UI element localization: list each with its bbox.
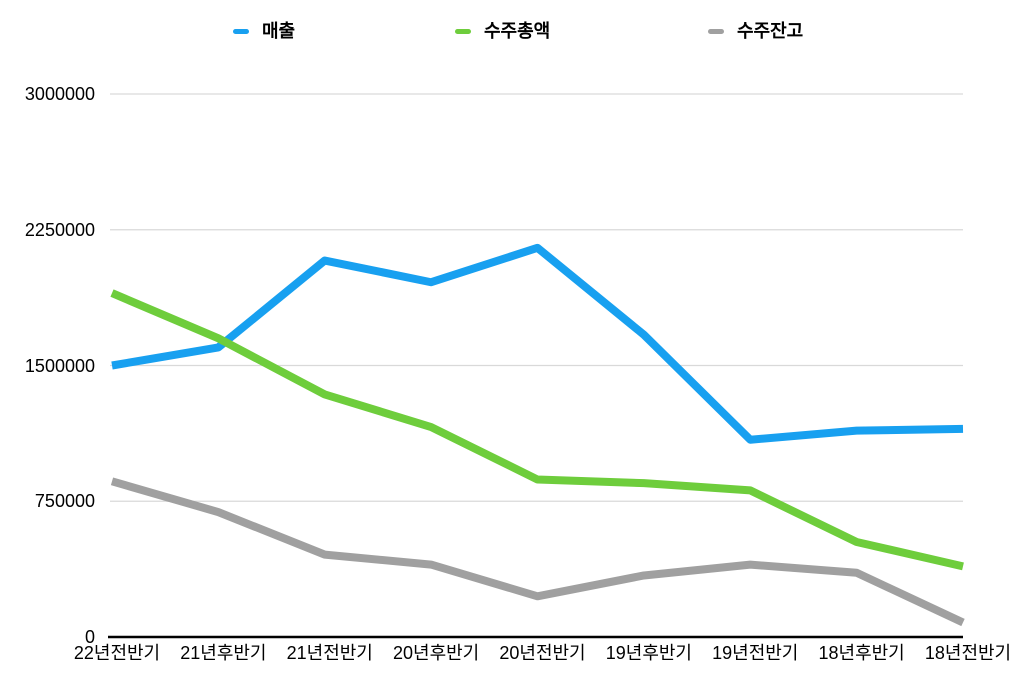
y-tick-label: 1500000 [24, 355, 95, 376]
order-backlog-line-swatch-icon [708, 28, 724, 34]
x-tick-label: 19년후반기 [605, 643, 692, 663]
legend-label-order-backlog: 수주잔고 [737, 21, 804, 41]
orders-total-line [110, 289, 964, 571]
x-tick-label: 20년전반기 [499, 643, 586, 663]
x-tick-label: 18년전반기 [924, 643, 1012, 663]
legend-item-sales: 매출 [233, 20, 295, 42]
y-tick-label: 0 [84, 627, 95, 647]
legend-label-sales: 매출 [262, 21, 296, 41]
x-tick-label: 20년후반기 [392, 643, 480, 663]
legend-item-order-backlog: 수주잔고 [708, 20, 803, 42]
x-tick-label: 22년전반기 [73, 643, 161, 663]
sales-line-swatch-icon [233, 28, 249, 34]
y-tick-label: 750000 [34, 491, 95, 512]
orders-total-line-swatch-icon [455, 28, 471, 34]
sales-line [111, 243, 964, 444]
x-tick-label: 21년후반기 [180, 643, 267, 663]
legend-label-orders-total: 수주총액 [484, 21, 551, 41]
x-tick-label: 19년전반기 [712, 643, 799, 663]
legend-item-orders-total: 수주총액 [455, 20, 550, 42]
order-backlog-line [110, 477, 965, 627]
x-tick-label: 18년후반기 [818, 643, 905, 663]
y-tick-label: 2250000 [24, 219, 95, 240]
x-tick-label: 21년전반기 [286, 643, 373, 663]
y-tick-label: 3000000 [24, 84, 95, 104]
